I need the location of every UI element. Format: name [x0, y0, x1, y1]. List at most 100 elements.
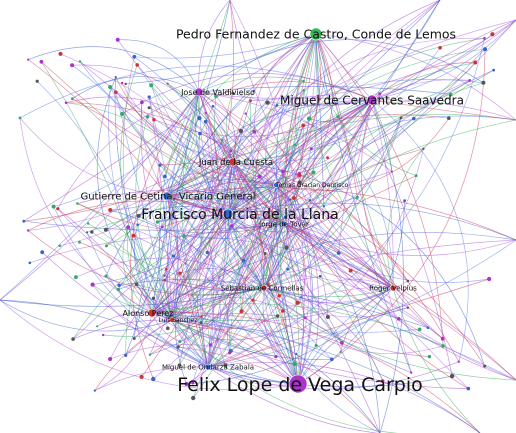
- edge: [308, 33, 326, 119]
- edge: [140, 102, 299, 385]
- minor-node: [148, 353, 152, 356]
- person-node: Miguel de Cervantes Saavedra: [280, 93, 464, 107]
- edge: [192, 287, 265, 384]
- edge: [171, 319, 332, 360]
- person-node-dot: [366, 94, 378, 106]
- minor-node: [414, 174, 418, 178]
- edge: [283, 69, 494, 225]
- edge: [169, 91, 209, 368]
- edge: [125, 91, 200, 356]
- edge: [59, 195, 168, 247]
- edge: [263, 99, 373, 289]
- edge: [166, 114, 516, 197]
- edge: [29, 236, 394, 289]
- person-node-dot: [309, 27, 323, 41]
- edge: [198, 19, 516, 99]
- minor-node: [412, 116, 416, 121]
- edge: [361, 99, 443, 339]
- edge: [53, 91, 200, 207]
- minor-node: [115, 37, 120, 42]
- minor-node: [108, 357, 113, 361]
- edge: [198, 91, 469, 389]
- minor-node: [163, 174, 167, 179]
- edge: [109, 99, 373, 360]
- minor-node: [330, 357, 334, 362]
- edge: [149, 184, 277, 355]
- edge: [207, 278, 490, 368]
- edge: [53, 206, 209, 368]
- edge: [283, 223, 309, 355]
- edge: [275, 184, 343, 344]
- edge: [275, 184, 299, 385]
- minor-node: [177, 363, 182, 367]
- minor-node: [163, 278, 166, 282]
- minor-node: [449, 373, 455, 379]
- edge: [171, 296, 283, 321]
- minor-node: [58, 244, 61, 247]
- minor-node: [289, 198, 292, 201]
- minor-node: [457, 360, 460, 363]
- edge: [171, 319, 420, 334]
- edge: [72, 99, 373, 340]
- edge: [77, 203, 173, 321]
- person-node-label: Luis Sanchez: [159, 317, 198, 324]
- edge: [179, 223, 285, 342]
- edge: [232, 161, 384, 382]
- edge: [151, 232, 516, 314]
- person-node-dot: [260, 284, 268, 292]
- edge: [215, 81, 373, 101]
- major-node-layer: Pedro Fernandez de Castro, Conde de Lemo…: [80, 27, 463, 396]
- minor-node: [223, 363, 228, 368]
- edge: [263, 287, 381, 433]
- minor-node: [466, 386, 471, 391]
- edge: [297, 49, 486, 385]
- person-node: Jorge de Tovar: [258, 221, 309, 229]
- edge: [94, 366, 209, 391]
- minor-node: [239, 309, 244, 314]
- edge: [57, 91, 200, 209]
- edge: [166, 195, 516, 381]
- minor-node: [303, 316, 307, 320]
- edge: [118, 161, 234, 290]
- edge: [207, 69, 494, 368]
- edge: [151, 239, 516, 314]
- minor-node: [231, 91, 235, 95]
- edge: [23, 161, 234, 222]
- edge: [227, 115, 516, 215]
- edge: [230, 184, 277, 352]
- minor-node: [426, 326, 430, 330]
- edge: [105, 99, 373, 277]
- person-node-dot: [389, 284, 397, 292]
- edge: [371, 99, 516, 121]
- minor-node: [481, 80, 486, 85]
- edge: [158, 91, 200, 321]
- edge: [232, 161, 394, 289]
- edge: [207, 99, 373, 368]
- person-node-dot: [204, 363, 212, 371]
- edge: [171, 319, 381, 433]
- edge: [178, 346, 299, 385]
- person-node-label: Sebastian de Cormellas: [221, 285, 304, 293]
- edge: [120, 64, 173, 321]
- edge: [166, 187, 516, 241]
- edge: [171, 319, 211, 346]
- edge: [169, 317, 299, 386]
- minor-node: [108, 85, 113, 89]
- minor-node: [230, 224, 234, 228]
- edge: [166, 0, 231, 197]
- edge: [66, 102, 229, 215]
- edge: [171, 319, 481, 433]
- edge: [207, 366, 480, 433]
- edge: [92, 284, 153, 314]
- minor-node: [103, 227, 108, 232]
- minor-node: [93, 389, 96, 392]
- edge: [227, 0, 441, 215]
- minor-node: [132, 54, 137, 59]
- minor-node: [96, 325, 99, 328]
- edge: [110, 195, 168, 211]
- edge: [151, 312, 381, 433]
- minor-node: [283, 215, 287, 219]
- minor-node: [135, 63, 139, 67]
- edge: [41, 61, 153, 314]
- edge: [183, 235, 221, 368]
